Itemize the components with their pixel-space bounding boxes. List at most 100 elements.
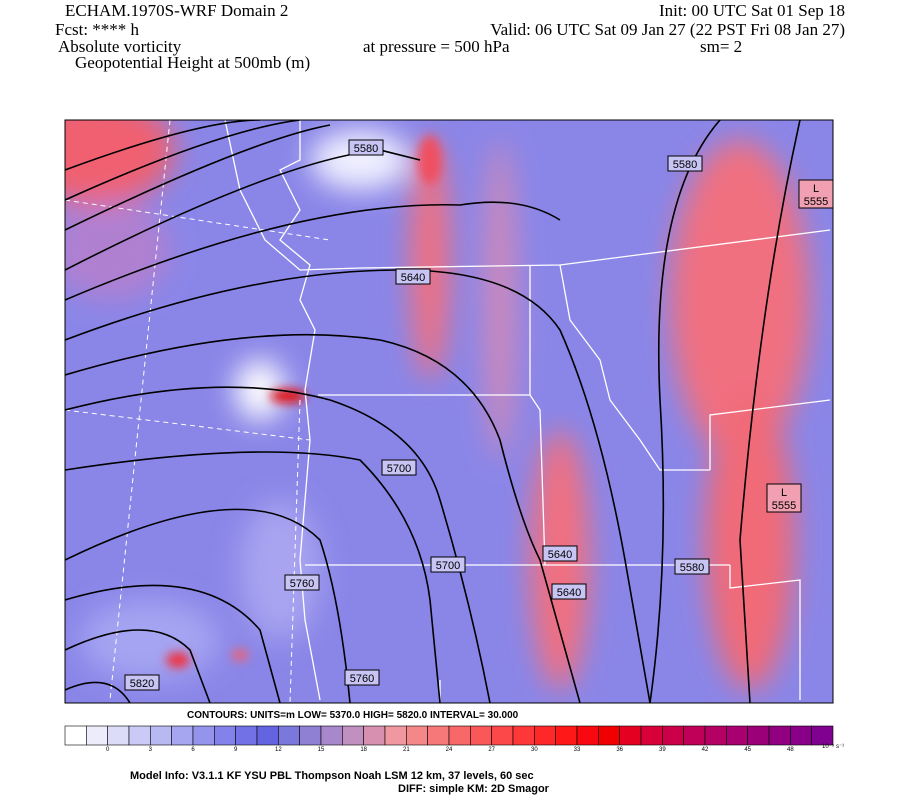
colorbar-box bbox=[534, 725, 556, 746]
contour-label: 5760 bbox=[290, 578, 314, 590]
colorbar-tick-label: 45 bbox=[744, 747, 751, 753]
colorbar-box bbox=[576, 725, 599, 746]
colorbar-box bbox=[768, 725, 791, 746]
contour-label-box bbox=[674, 558, 710, 575]
colorbar-box bbox=[726, 725, 748, 746]
pressure-level: at pressure = 500 hPa bbox=[363, 37, 510, 56]
contour-label: 5820 bbox=[130, 678, 154, 690]
colorbar-box bbox=[214, 725, 236, 746]
colorbar-tick-label: 39 bbox=[659, 747, 666, 753]
colorbar-box bbox=[448, 725, 471, 746]
colorbar-box bbox=[491, 725, 514, 746]
colorbar-box bbox=[598, 725, 620, 746]
contour-label: 5760 bbox=[350, 673, 374, 685]
contour-label-box bbox=[395, 268, 431, 285]
diff-info: DIFF: simple KM: 2D Smagor bbox=[398, 783, 550, 795]
contour-label-box bbox=[551, 583, 587, 600]
contour-label: 5700 bbox=[387, 463, 411, 475]
colorbar-box bbox=[683, 725, 706, 746]
model-title: ECHAM.1970S-WRF Domain 2 bbox=[65, 1, 288, 20]
map-frame bbox=[64, 119, 834, 704]
model-info: Model Info: V3.1.1 KF YSU PBL Thompson N… bbox=[130, 770, 534, 782]
colorbar-box bbox=[128, 725, 151, 746]
colorbar-tick-label: 15 bbox=[318, 747, 325, 753]
colorbar-tick-label: 24 bbox=[446, 747, 453, 753]
contour-field: Geopotential Height at 500mb (m) bbox=[75, 53, 310, 72]
colorbar-box bbox=[107, 725, 130, 746]
contour-label-box bbox=[430, 556, 466, 573]
low-value: 5555 bbox=[804, 196, 828, 208]
colorbar-box bbox=[192, 725, 215, 746]
colorbar-box bbox=[342, 725, 364, 746]
colorbar-tick-label: 36 bbox=[616, 747, 623, 753]
contour-label-box bbox=[542, 545, 578, 562]
colorbar-box bbox=[299, 725, 322, 746]
contour-info: CONTOURS: UNITS=m LOW= 5370.0 HIGH= 5820… bbox=[187, 710, 519, 721]
colorbar-box bbox=[363, 725, 386, 746]
low-symbol: L bbox=[813, 183, 819, 195]
colorbar-box bbox=[427, 725, 450, 746]
colorbar-tick-label: 30 bbox=[531, 747, 538, 753]
low-value: 5555 bbox=[772, 500, 796, 512]
valid-time: Valid: 06 UTC Sat 09 Jan 27 (22 PST Fri … bbox=[490, 20, 845, 39]
low-box bbox=[798, 179, 834, 209]
colorbar-box bbox=[747, 725, 770, 746]
low-symbol: L bbox=[781, 487, 787, 499]
contour-label: 5640 bbox=[401, 272, 425, 284]
colorbar-box bbox=[640, 725, 663, 746]
contour-label: 5580 bbox=[680, 562, 704, 574]
contour-label-box bbox=[381, 459, 417, 476]
colorbar-tick-label: 12 bbox=[275, 747, 282, 753]
borders bbox=[224, 120, 831, 703]
colorbar-box bbox=[704, 725, 727, 746]
colorbar-tick-label: 18 bbox=[360, 747, 367, 753]
colorbar-box bbox=[406, 725, 428, 746]
colorbar-box bbox=[470, 725, 492, 746]
contour-label-box bbox=[348, 139, 384, 156]
contour-label-box bbox=[124, 674, 160, 691]
colorbar-box bbox=[555, 725, 578, 746]
contour-label: 5640 bbox=[557, 587, 581, 599]
map-area bbox=[65, 120, 833, 703]
colorbar-box bbox=[150, 725, 172, 746]
contour-label: 5580 bbox=[673, 159, 697, 171]
contour-label-box bbox=[344, 669, 380, 686]
colorbar-box bbox=[320, 725, 343, 746]
colorbar-units: 10⁻⁵ s⁻¹ bbox=[822, 743, 844, 750]
colorbar-box bbox=[256, 725, 279, 746]
colorbar-tick-label: 33 bbox=[574, 747, 581, 753]
colorbar-box bbox=[811, 725, 834, 746]
colorbar-box bbox=[790, 725, 812, 746]
colorbar-box bbox=[512, 725, 535, 746]
colorbar-tick-label: 0 bbox=[106, 747, 110, 753]
smoothing: sm= 2 bbox=[700, 37, 742, 56]
colorbar-box bbox=[64, 725, 87, 746]
field-name: Absolute vorticity bbox=[58, 37, 182, 56]
colorbar-box bbox=[171, 725, 194, 746]
colorbar-box bbox=[235, 725, 258, 746]
colorbar-tick-label: 21 bbox=[403, 747, 410, 753]
contour-label: 5700 bbox=[436, 560, 460, 572]
vorticity-shading bbox=[65, 120, 810, 690]
contour-label: 5580 bbox=[354, 143, 378, 155]
colorbar-tick-label: 3 bbox=[149, 747, 153, 753]
colorbar-tick-label: 42 bbox=[702, 747, 709, 753]
colorbar-tick-label: 9 bbox=[234, 747, 238, 753]
contour-label: 5640 bbox=[548, 549, 572, 561]
colorbar-tick-label: 48 bbox=[787, 747, 794, 753]
colorbar-box bbox=[86, 725, 108, 746]
colorbar-box bbox=[278, 725, 300, 746]
forecast-hour: Fcst: **** h bbox=[55, 20, 140, 39]
colorbar-tick-label: 27 bbox=[488, 747, 495, 753]
colorbar-box bbox=[662, 725, 684, 746]
init-time: Init: 00 UTC Sat 01 Sep 18 bbox=[659, 1, 845, 20]
colorbar-tick-label: 6 bbox=[191, 747, 195, 753]
contour-label-box bbox=[284, 574, 320, 591]
colorbar-box bbox=[619, 725, 642, 746]
contour-label-box bbox=[667, 155, 703, 172]
colorbar-box bbox=[384, 725, 407, 746]
low-box bbox=[766, 483, 802, 513]
grid-lines bbox=[65, 120, 331, 703]
